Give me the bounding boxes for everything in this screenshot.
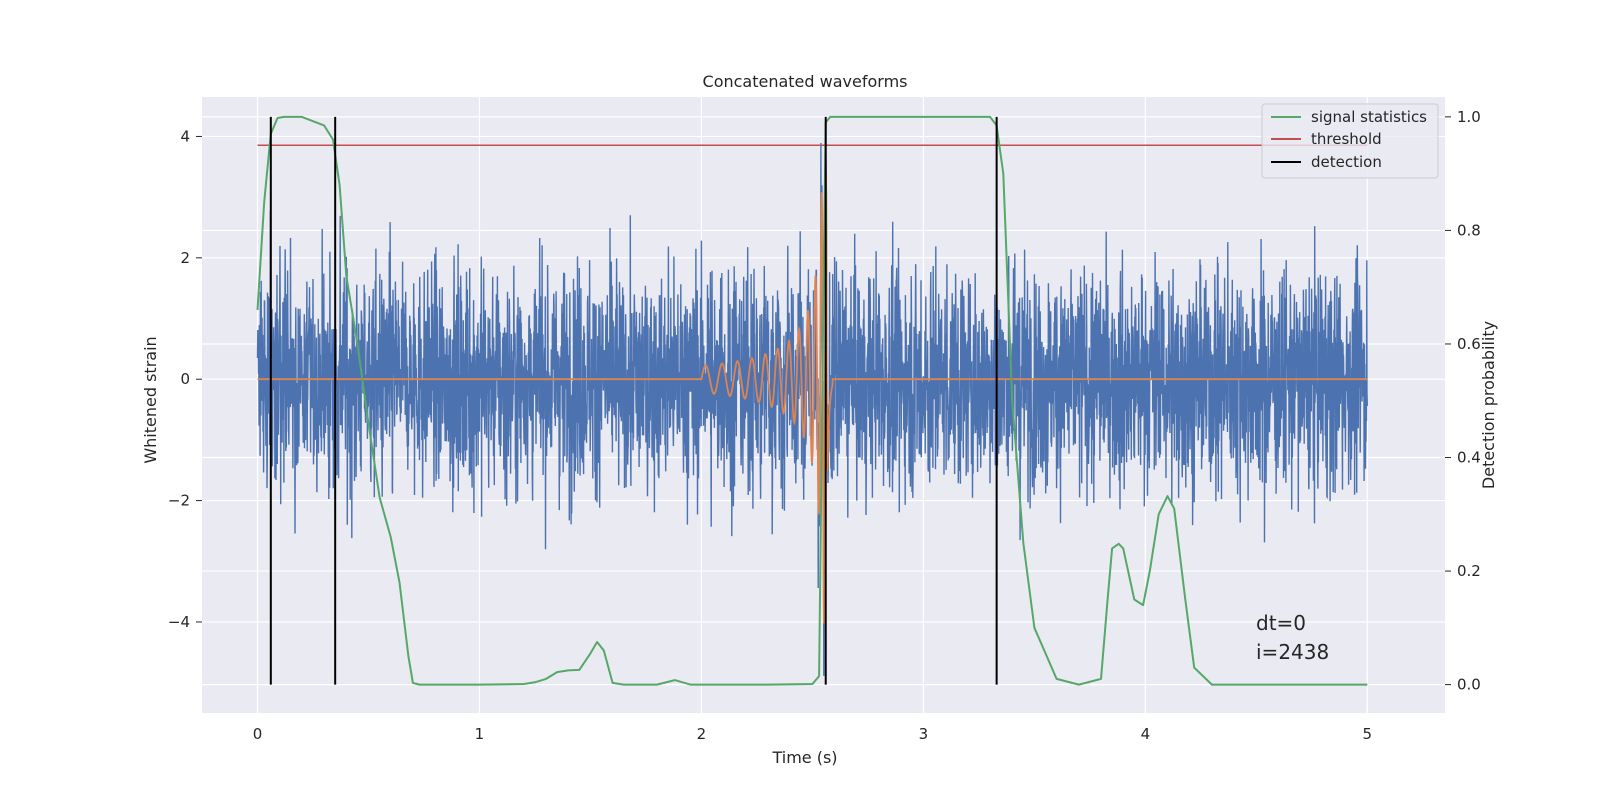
legend-box — [1261, 103, 1439, 179]
y-right-tick-label: 1.0 — [1457, 108, 1481, 126]
legend-label-detection: detection — [1311, 153, 1382, 171]
y-left-axis-label: Whitened strain — [141, 336, 160, 463]
x-tick-label: 4 — [1141, 725, 1151, 743]
y-right-tick-label: 0.8 — [1457, 221, 1481, 239]
y-right-tick-label: 0.2 — [1457, 562, 1481, 580]
y-left-tick-label: 2 — [180, 249, 190, 267]
plot-series — [256, 115, 1368, 686]
x-axis-label: Time (s) — [771, 748, 837, 767]
y-left-tick-label: 0 — [180, 370, 190, 388]
template-waveform — [257, 158, 1368, 624]
y-left-tick-label: −4 — [168, 613, 190, 631]
legend-label-signal-statistics: signal statistics — [1311, 108, 1427, 126]
y-right-tick-label: 0.0 — [1457, 676, 1481, 694]
x-tick-label: 2 — [697, 725, 707, 743]
legend-label-threshold: threshold — [1311, 130, 1382, 148]
y-left-tick-label: 4 — [180, 127, 190, 145]
annotation-iteration: i=2438 — [1256, 640, 1329, 664]
y-right-tick-label: 0.4 — [1457, 449, 1481, 467]
signal-statistics-line — [256, 115, 1368, 686]
x-tick-label: 1 — [475, 725, 485, 743]
y-right-tick-label: 0.6 — [1457, 335, 1481, 353]
annotation-dt: dt=0 — [1256, 611, 1306, 635]
x-tick-label: 0 — [253, 725, 263, 743]
chart-title: Concatenated waveforms — [703, 72, 908, 91]
y-left-tick-label: −2 — [168, 492, 190, 510]
legend: signal statistics threshold detection — [1261, 103, 1439, 179]
y-right-axis-label: Detection probability — [1479, 321, 1498, 489]
x-tick-label: 3 — [919, 725, 929, 743]
x-tick-label: 5 — [1363, 725, 1373, 743]
axis-ticks: 0 1 2 3 4 5 −4 −2 0 2 4 0.0 0.2 0.4 0.6 0.8 1.0 — [168, 108, 1481, 743]
